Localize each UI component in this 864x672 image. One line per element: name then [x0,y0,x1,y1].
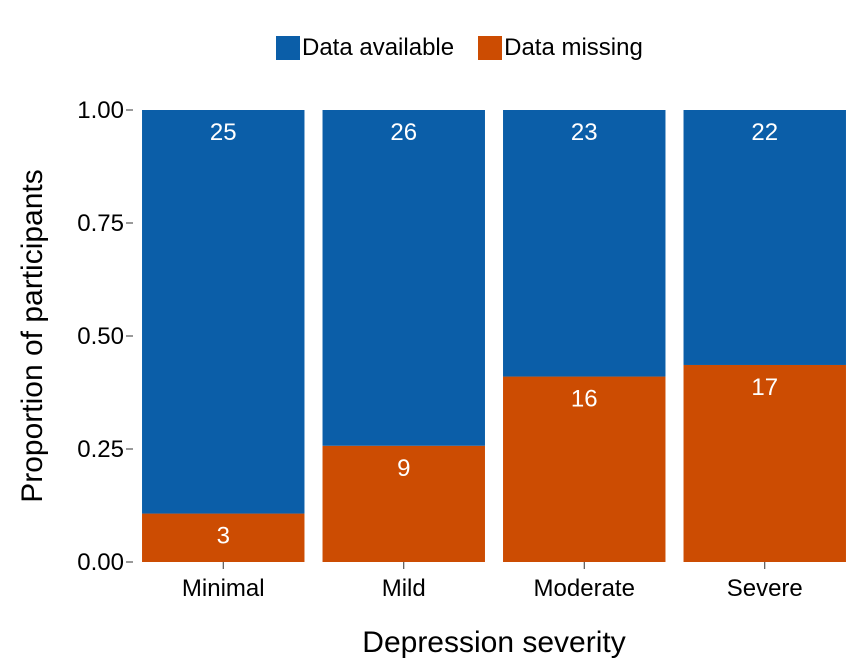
data-label-moderate-available: 23 [571,119,598,146]
legend-key-missing [478,36,503,60]
data-label-moderate-missing: 16 [571,386,598,413]
legend-label-missing: Data missing [504,34,643,61]
legend: Data available Data missing [276,34,667,62]
x-tick-label: Mild [382,575,426,602]
bar-severe-available [683,110,846,365]
data-label-minimal-available: 25 [210,119,237,146]
data-label-severe-missing: 17 [751,374,778,401]
bar-mild-missing [322,445,485,562]
legend-item-available: Data available [276,34,454,62]
x-axis-title: Depression severity [362,626,625,659]
bar-minimal-missing [142,513,305,562]
bar-minimal-available [142,110,305,514]
data-label-severe-available: 22 [751,119,778,146]
bar-moderate-missing [503,376,666,562]
legend-label-available: Data available [302,34,455,61]
y-tick-label: 0.75 [77,210,124,237]
bar-moderate-available [503,110,666,377]
y-axis-title: Proportion of participants [16,169,49,503]
legend-item-missing: Data missing [478,34,643,62]
legend-key-available [276,36,300,60]
y-tick-label: 0.50 [77,323,124,350]
bar-mild-available [322,110,485,446]
x-tick-label: Moderate [534,575,635,602]
x-tick-label: Minimal [182,575,265,602]
data-label-mild-missing: 9 [397,455,410,482]
y-tick-label: 0.00 [77,549,124,576]
bar-severe-missing [683,364,846,562]
y-tick-label: 0.25 [77,436,124,463]
data-label-mild-available: 26 [390,119,417,146]
y-axis: 0.00 0.25 0.50 0.75 1.00 [77,97,133,576]
data-label-minimal-missing: 3 [217,523,230,550]
x-tick-label: Severe [727,575,803,602]
bars-group: 3 25 9 26 16 23 17 22 [142,110,846,562]
y-tick-label: 1.00 [77,97,124,124]
x-axis: Minimal Mild Moderate Severe [182,562,803,602]
